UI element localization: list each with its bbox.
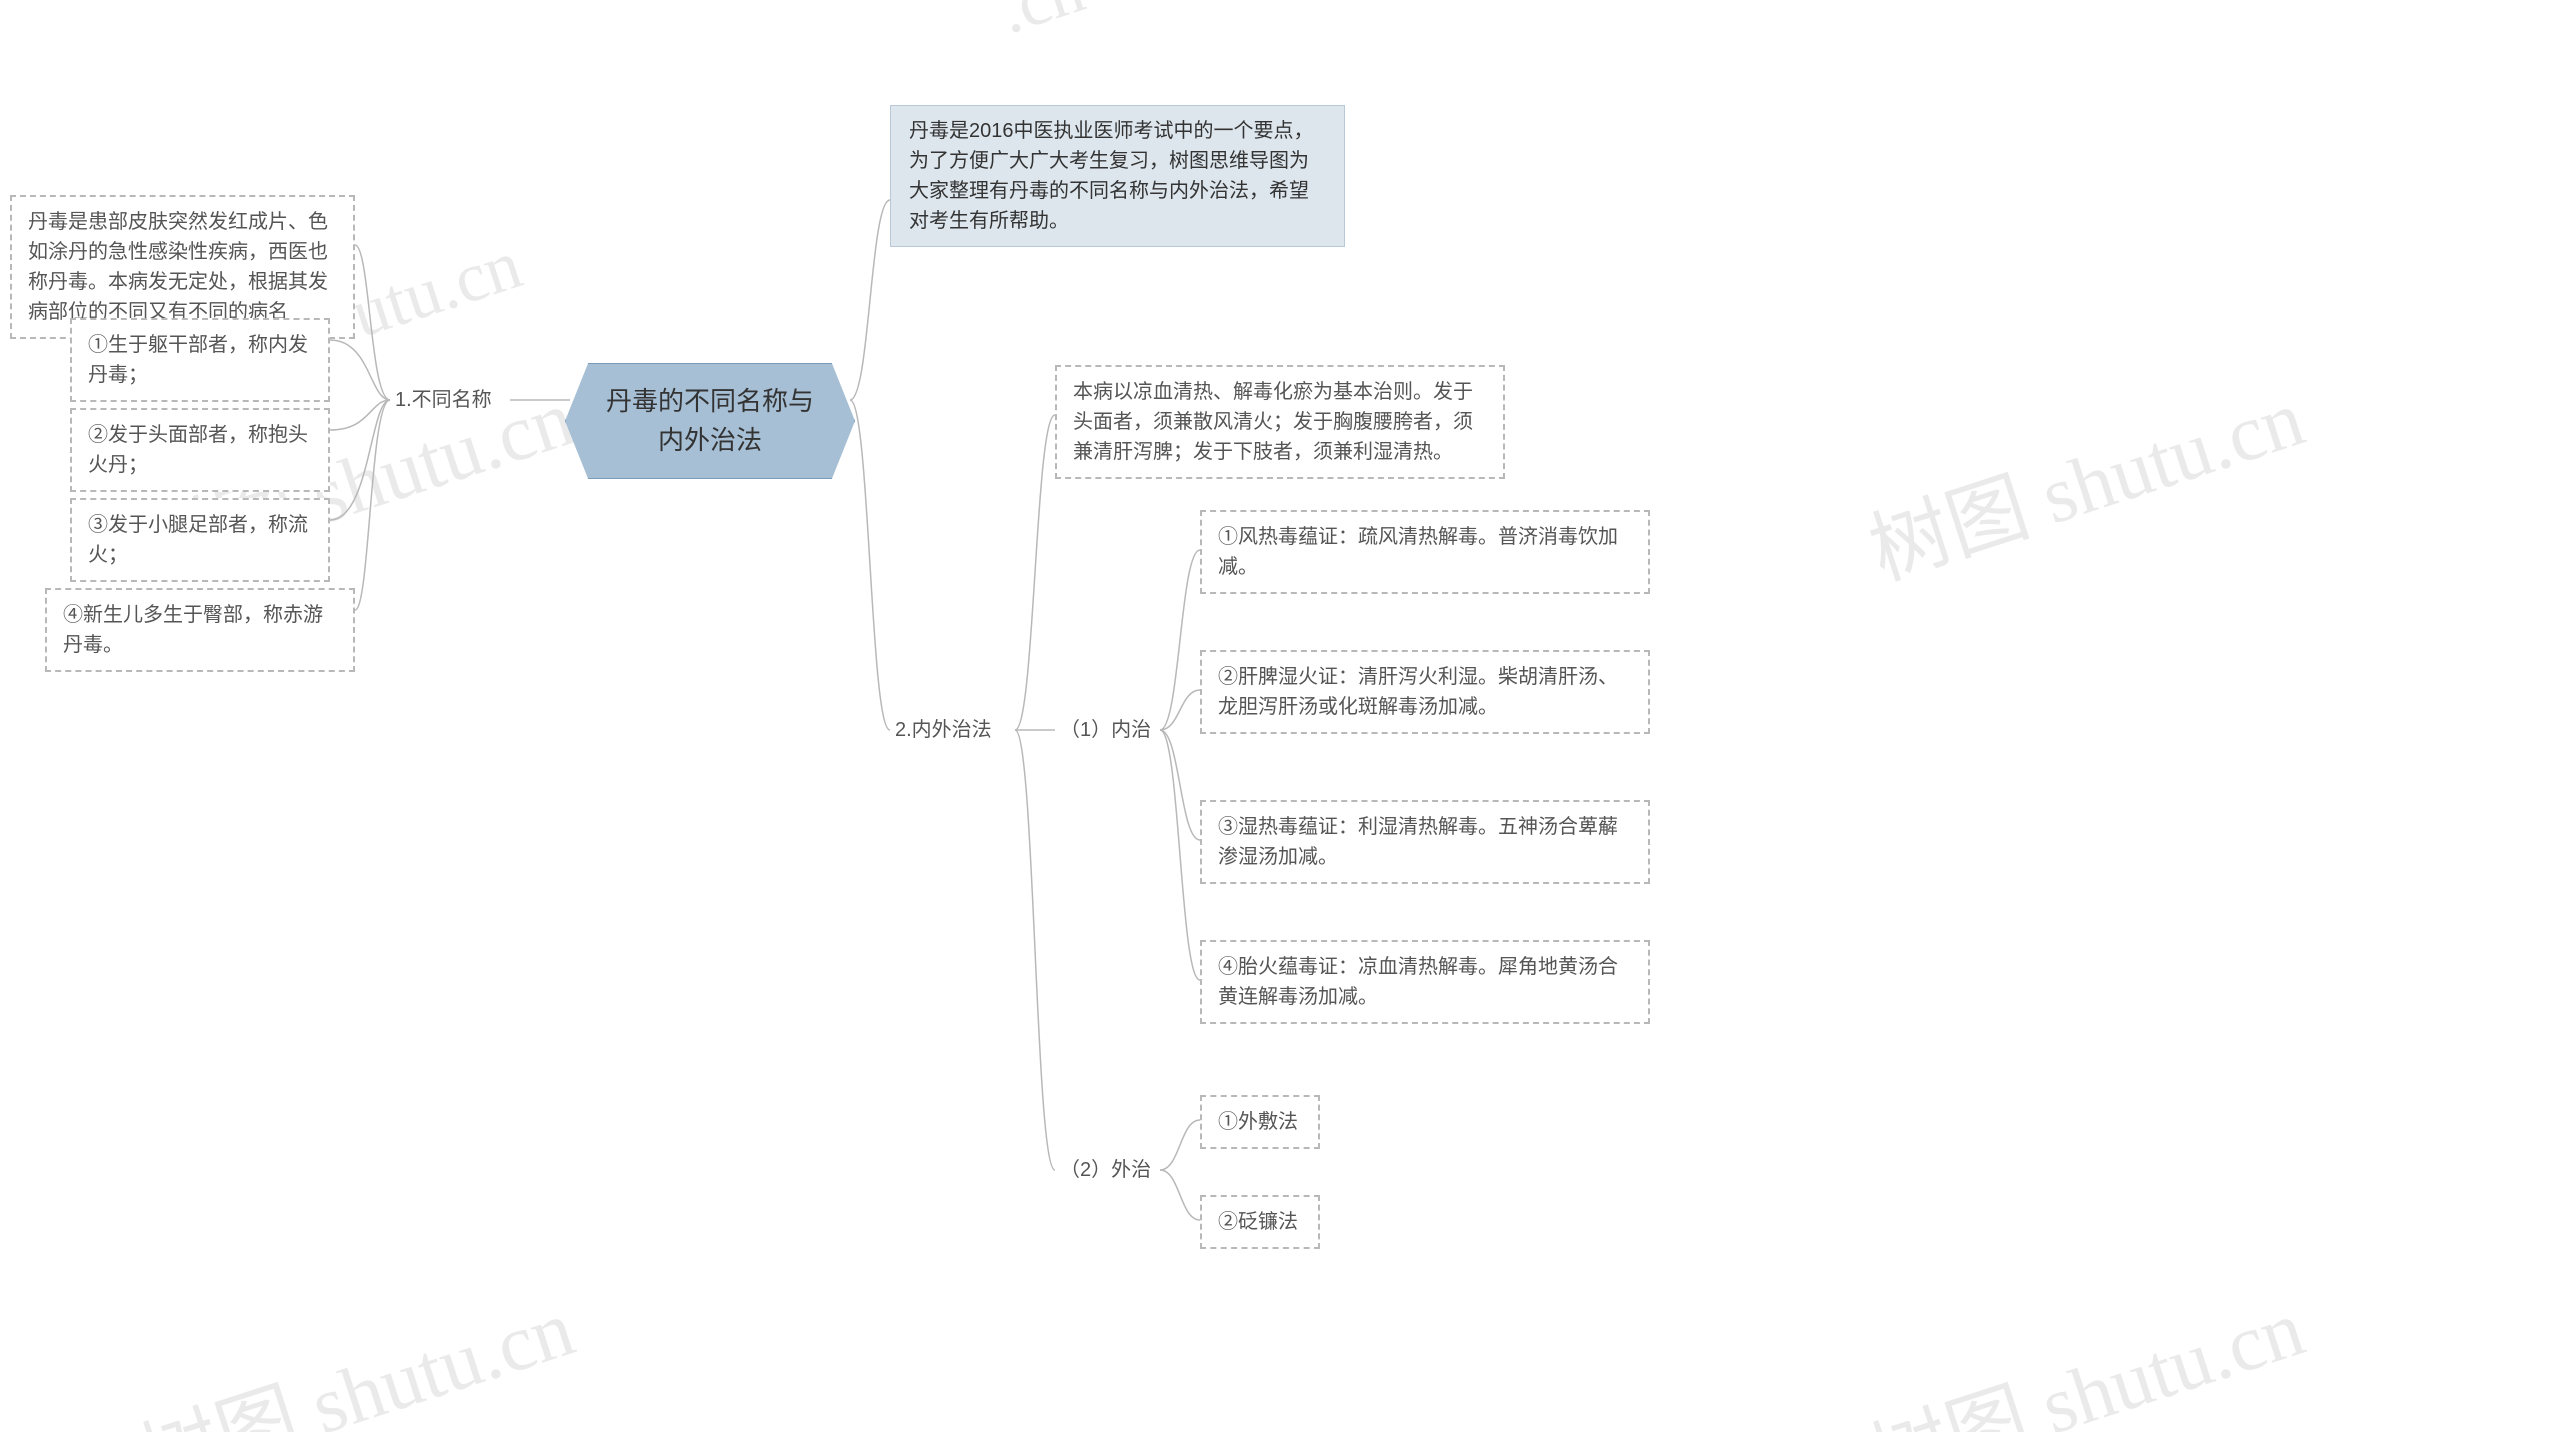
internal-label-text: （1）内治 xyxy=(1060,719,1151,741)
branch-1-label: 1.不同名称 xyxy=(395,389,492,411)
external-item-1-text: ①外敷法 xyxy=(1218,1111,1298,1133)
right-branch-label[interactable]: 2.内外治法 xyxy=(895,715,992,745)
left-item-4[interactable]: ④新生儿多生于臀部，称赤游丹毒。 xyxy=(45,588,355,672)
summary-text: 丹毒是2016中医执业医师考试中的一个要点，为了方便广大广大考生复习，树图思维导… xyxy=(909,120,1314,232)
external-label-text: （2）外治 xyxy=(1060,1159,1151,1181)
internal-item-1[interactable]: ①风热毒蕴证：疏风清热解毒。普济消毒饮加减。 xyxy=(1200,510,1650,594)
external-item-1[interactable]: ①外敷法 xyxy=(1200,1095,1320,1149)
left-item-2-text: ②发于头面部者，称抱头火丹； xyxy=(88,424,308,476)
central-topic[interactable]: 丹毒的不同名称与内外治法 xyxy=(565,363,855,479)
external-label[interactable]: （2）外治 xyxy=(1060,1155,1151,1185)
left-item-3[interactable]: ③发于小腿足部者，称流火； xyxy=(70,498,330,582)
right-principle[interactable]: 本病以凉血清热、解毒化瘀为基本治则。发于头面者，须兼散风清火；发于胸腹腰胯者，须… xyxy=(1055,365,1505,479)
watermark: utu.cn xyxy=(342,225,531,355)
internal-item-1-text: ①风热毒蕴证：疏风清热解毒。普济消毒饮加减。 xyxy=(1218,526,1618,578)
internal-label[interactable]: （1）内治 xyxy=(1060,715,1151,745)
central-title: 丹毒的不同名称与内外治法 xyxy=(606,386,814,455)
left-item-4-text: ④新生儿多生于臀部，称赤游丹毒。 xyxy=(63,604,323,656)
internal-item-4[interactable]: ④胎火蕴毒证：凉血清热解毒。犀角地黄汤合黄连解毒汤加减。 xyxy=(1200,940,1650,1024)
summary-box[interactable]: 丹毒是2016中医执业医师考试中的一个要点，为了方便广大广大考生复习，树图思维导… xyxy=(890,105,1345,247)
watermark: 树图 shutu.cn xyxy=(1853,1263,2316,1432)
watermark: 树图 shutu.cn xyxy=(123,1263,586,1432)
external-item-2[interactable]: ②砭镰法 xyxy=(1200,1195,1320,1249)
right-principle-text: 本病以凉血清热、解毒化瘀为基本治则。发于头面者，须兼散风清火；发于胸腹腰胯者，须… xyxy=(1073,381,1473,463)
internal-item-2[interactable]: ②肝脾湿火证：清肝泻火利湿。柴胡清肝汤、龙胆泻肝汤或化斑解毒汤加减。 xyxy=(1200,650,1650,734)
left-item-2[interactable]: ②发于头面部者，称抱头火丹； xyxy=(70,408,330,492)
left-intro-text: 丹毒是患部皮肤突然发红成片、色如涂丹的急性感染性疾病，西医也称丹毒。本病发无定处… xyxy=(28,211,328,323)
watermark: .cn xyxy=(990,0,1094,51)
left-item-1[interactable]: ①生于躯干部者，称内发丹毒； xyxy=(70,318,330,402)
left-item-3-text: ③发于小腿足部者，称流火； xyxy=(88,514,308,566)
internal-item-2-text: ②肝脾湿火证：清肝泻火利湿。柴胡清肝汤、龙胆泻肝汤或化斑解毒汤加减。 xyxy=(1218,666,1618,718)
left-branch-label[interactable]: 1.不同名称 xyxy=(395,385,492,415)
watermark: 树图 shutu.cn xyxy=(1853,353,2316,602)
internal-item-3[interactable]: ③湿热毒蕴证：利湿清热解毒。五神汤合萆薢渗湿汤加减。 xyxy=(1200,800,1650,884)
external-item-2-text: ②砭镰法 xyxy=(1218,1211,1298,1233)
branch-2-label: 2.内外治法 xyxy=(895,719,992,741)
left-item-1-text: ①生于躯干部者，称内发丹毒； xyxy=(88,334,308,386)
internal-item-3-text: ③湿热毒蕴证：利湿清热解毒。五神汤合萆薢渗湿汤加减。 xyxy=(1218,816,1618,868)
internal-item-4-text: ④胎火蕴毒证：凉血清热解毒。犀角地黄汤合黄连解毒汤加减。 xyxy=(1218,956,1618,1008)
